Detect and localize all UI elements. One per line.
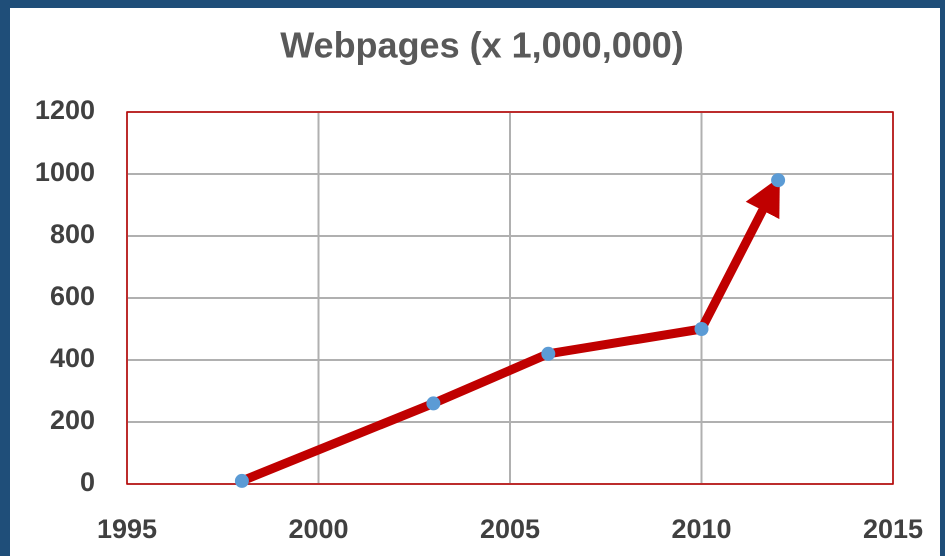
y-tick-label: 1200	[35, 95, 95, 125]
marker	[694, 322, 709, 336]
y-tick-label: 800	[50, 219, 95, 249]
y-tick-label: 400	[50, 343, 95, 373]
x-tick-label: 2015	[863, 514, 923, 544]
background	[10, 8, 940, 556]
y-tick-label: 600	[50, 281, 95, 311]
x-tick-label: 2000	[288, 514, 348, 544]
x-tick-label: 2005	[480, 514, 540, 544]
x-tick-label: 2010	[671, 514, 731, 544]
y-tick-label: 1000	[35, 157, 95, 187]
marker	[541, 346, 556, 361]
marker	[234, 473, 249, 488]
marker	[426, 396, 441, 411]
y-tick-label: 200	[50, 405, 95, 435]
x-tick-label: 1995	[97, 514, 157, 544]
plot-border	[126, 111, 894, 485]
y-tick-label: 0	[80, 467, 95, 497]
marker	[771, 173, 786, 188]
chart-title: Webpages (x 1,000,000)	[280, 25, 684, 66]
